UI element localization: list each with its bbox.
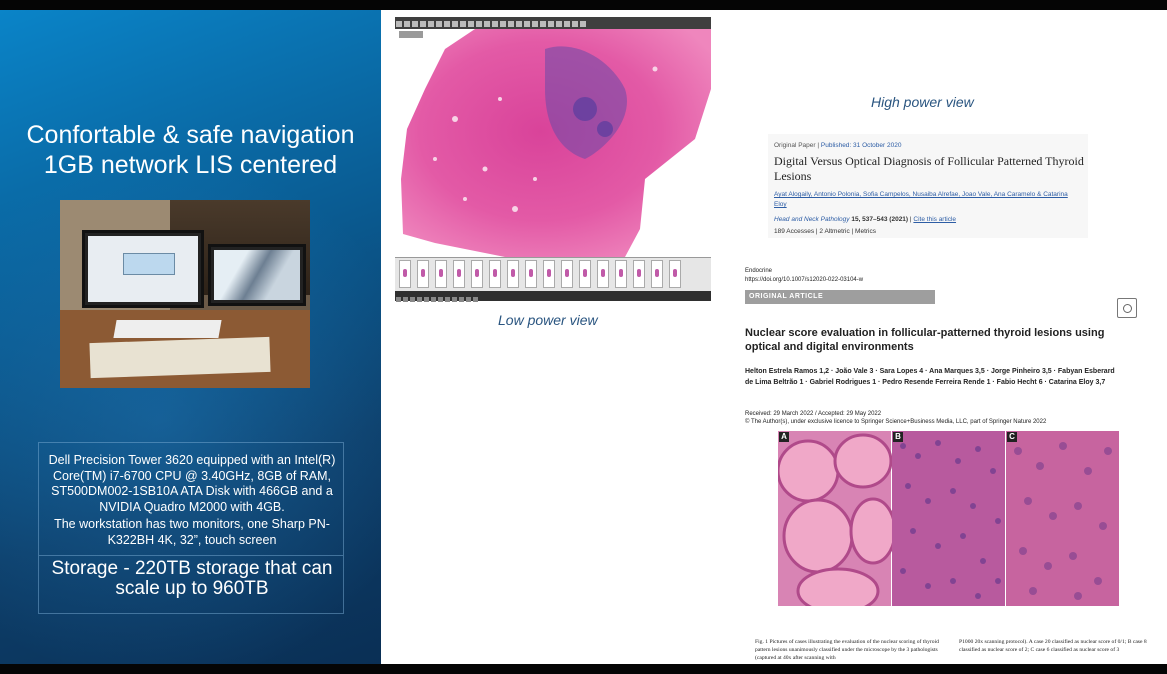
slide-left-panel: Confortable & safe navigation 1GB networ…: [0, 10, 381, 664]
specs-monitor-text: The workstation has two monitors, one Sh…: [45, 517, 339, 548]
viewer-status-bar: [395, 291, 711, 301]
paper2-section-bar: ORIGINAL ARTICLE: [745, 290, 935, 304]
paper2-figure: A B C: [778, 431, 1119, 606]
slide-thumbnail: [561, 260, 573, 288]
paper2-authors: Helton Estrela Ramos 1,2 · João Vale 3 ·…: [745, 366, 1115, 388]
tissue-section-image: [395, 29, 711, 257]
slide-thumbnail: [669, 260, 681, 288]
photo-keyboard: [113, 320, 221, 338]
slide-thumbnail-strip: [395, 257, 711, 291]
paper2-journal: Endocrine: [745, 268, 772, 274]
slide-thumbnail: [615, 260, 627, 288]
slide-right-panel: Low power view High power view Original …: [381, 10, 1167, 664]
paper2-section-label: ORIGINAL ARTICLE: [749, 293, 823, 300]
slide-thumbnail: [399, 260, 411, 288]
slide-thumbnail: [525, 260, 537, 288]
paper2-title: Nuclear score evaluation in follicular-p…: [745, 326, 1105, 354]
figure-panel-a-label: A: [779, 432, 789, 442]
paper1-type: Original Paper: [774, 142, 816, 149]
figure-panel-c-label: C: [1007, 432, 1017, 442]
figure-panel-b-label: B: [893, 432, 903, 442]
specs-divider: [39, 555, 343, 556]
high-power-caption: High power view: [871, 94, 974, 110]
slide-thumbnail: [597, 260, 609, 288]
paper1-title: Digital Versus Optical Diagnosis of Foll…: [774, 154, 1084, 184]
paper1-accesses: 189 Accesses | 2 Altmetric | Metrics: [774, 228, 876, 235]
paper1-journal-line: Head and Neck Pathology 15, 537–543 (202…: [774, 216, 956, 223]
specs-storage-text: Storage - 220TB storage that can scale u…: [45, 559, 339, 599]
low-power-caption: Low power view: [498, 312, 598, 328]
photo-monitor-right: [208, 244, 306, 306]
paper2-dates: Received: 29 March 2022 / Accepted: 29 M…: [745, 410, 1145, 426]
paper2-caption-right: P1000 20x scanning protocol). A case 20 …: [959, 638, 1149, 654]
slide-title-line2: 1GB network LIS centered: [0, 150, 381, 180]
slide-thumbnail: [435, 260, 447, 288]
paper1-authors[interactable]: Ayat Alogaily, Antonio Polonia, Sofia Ca…: [774, 190, 1079, 210]
paper-nuclear-score: Endocrine https://doi.org/10.1007/s12020…: [745, 268, 1155, 664]
paper1-meta: Original Paper | Published: 31 October 2…: [774, 142, 901, 149]
slide-thumbnail: [471, 260, 483, 288]
paper2-received: Received: 29 March 2022 / Accepted: 29 M…: [745, 410, 1145, 418]
slide-thumbnail: [579, 260, 591, 288]
paper2-caption-left: Fig. 1 Pictures of cases illustrating th…: [755, 638, 945, 662]
paper-card-digital-vs-optical: Original Paper | Published: 31 October 2…: [768, 134, 1088, 238]
paper1-journal[interactable]: Head and Neck Pathology: [774, 216, 850, 223]
workstation-photo: [60, 200, 310, 388]
slide-thumbnail: [543, 260, 555, 288]
slide-thumbnail: [489, 260, 501, 288]
slide-title-line1: Confortable & safe navigation: [0, 120, 381, 150]
paper2-doi: https://doi.org/10.1007/s12020-022-03104…: [745, 277, 863, 283]
specs-box: Dell Precision Tower 3620 equipped with …: [38, 442, 344, 614]
slide-thumbnail: [633, 260, 645, 288]
viewer-toolbar: [395, 17, 711, 29]
slide-viewer-screenshot: [395, 17, 711, 301]
slide-title: Confortable & safe navigation 1GB networ…: [0, 120, 381, 180]
slide-thumbnail: [453, 260, 465, 288]
histology-micrographs: [778, 431, 1119, 606]
paper1-volume: 15, 537–543 (2021): [851, 216, 908, 223]
check-for-updates-icon[interactable]: [1117, 298, 1137, 318]
slide-thumbnail: [507, 260, 519, 288]
paper1-published: Published: 31 October 2020: [821, 142, 902, 149]
slide-thumbnail: [651, 260, 663, 288]
paper2-license: © The Author(s), under exclusive licence…: [745, 418, 1145, 426]
photo-papers: [89, 337, 270, 378]
specs-hardware-text: Dell Precision Tower 3620 equipped with …: [45, 453, 339, 515]
photo-monitor-left: [82, 230, 204, 308]
paper1-cite-link[interactable]: Cite this article: [913, 216, 956, 223]
slide-thumbnail: [417, 260, 429, 288]
